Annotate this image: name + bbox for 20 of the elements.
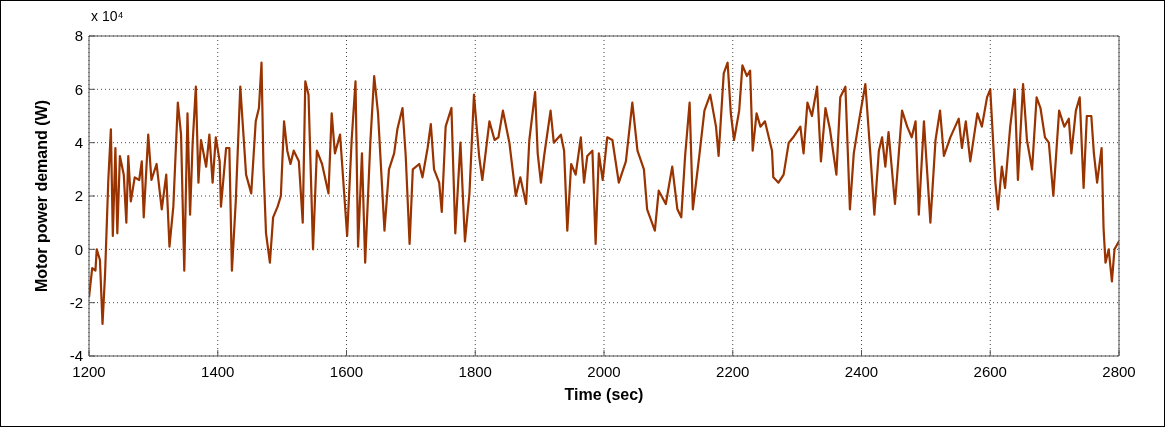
line-series bbox=[89, 61, 1119, 326]
x-tick-label: 2600 bbox=[973, 362, 1007, 380]
x-axis-title: Time (sec) bbox=[564, 386, 644, 403]
y-axis-title: Motor power demand (W) bbox=[32, 100, 50, 292]
y-tick-label: 2 bbox=[74, 187, 83, 205]
y-tick-label: 8 bbox=[74, 27, 83, 45]
x-tick-label: 2400 bbox=[844, 362, 879, 380]
x-tick-label: 2200 bbox=[716, 362, 750, 380]
x-tick-label: 1600 bbox=[329, 362, 364, 380]
y-tick-label: -2 bbox=[69, 293, 83, 311]
y-tick-label: 6 bbox=[74, 80, 83, 98]
y-tick-label: 4 bbox=[74, 133, 83, 151]
y-tick-label: 0 bbox=[74, 240, 83, 258]
x-tick-label: 2800 bbox=[1102, 362, 1136, 380]
x-tick-label: 1200 bbox=[72, 362, 106, 380]
x-tick-label: 1800 bbox=[458, 362, 492, 380]
text: x 10⁴ bbox=[91, 8, 124, 24]
x-tick-label: 2000 bbox=[587, 362, 621, 380]
x-tick-label: 1400 bbox=[201, 362, 235, 380]
y-tick-label: -4 bbox=[69, 347, 83, 365]
